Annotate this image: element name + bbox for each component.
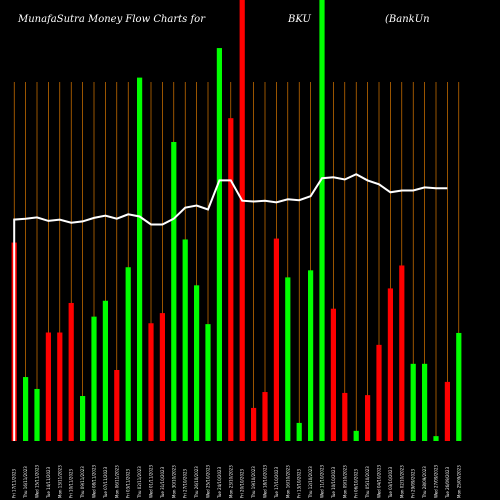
x-tick-label: Mon 23/10/2023 [228, 465, 233, 498]
bar [433, 436, 439, 441]
x-tick-label: Wed 25/10/2023 [206, 464, 211, 498]
bar [194, 285, 200, 441]
chart-company: (BankUn [385, 14, 430, 25]
x-tick-label: Thu 09/11/2023 [80, 466, 85, 499]
x-tick-label: Thu 26/10/2023 [194, 466, 199, 499]
x-tick-label: Thu 28/09/2023 [422, 466, 427, 499]
bar [330, 308, 336, 441]
x-tick-label: Wed 18/10/2023 [263, 464, 268, 498]
bar [444, 381, 450, 441]
x-tick-label: Mon 09/10/2023 [342, 465, 347, 498]
x-tick-label: Fri 29/09/2023 [411, 468, 416, 498]
bar [216, 48, 222, 441]
line-series [13, 173, 448, 441]
x-tick-label: Fri 20/10/2023 [240, 468, 245, 498]
x-tick-label: Fri 10/11/2023 [69, 468, 74, 498]
bar [228, 118, 234, 442]
money-flow-line [13, 173, 448, 441]
x-tick-label: Thu 12/10/2023 [308, 466, 313, 499]
x-axis-ticks: Fri 17/11/2023 Thu 16/11/2023 Wed 15/11/20… [12, 464, 462, 499]
bar [410, 363, 416, 441]
bar [45, 332, 51, 441]
bar [102, 300, 108, 441]
x-tick-label: Wed 01/11/2023 [149, 464, 154, 498]
bar [342, 392, 348, 441]
bar [319, 0, 325, 441]
bar [251, 407, 257, 441]
bar [365, 395, 371, 441]
bar [285, 277, 291, 441]
x-tick-label: Wed 27/09/2023 [434, 464, 439, 498]
x-tick-label: Fri 27/10/2023 [183, 468, 188, 498]
x-tick-label: Tue 31/10/2023 [160, 466, 165, 499]
x-tick-label: Mon 06/11/2023 [114, 465, 119, 498]
x-tick-label: Fri 06/10/2023 [354, 468, 359, 498]
bar [262, 392, 268, 441]
bar [125, 267, 131, 441]
bar [387, 288, 393, 441]
x-tick-label: Tue 03/10/2023 [388, 466, 393, 499]
bar [308, 270, 314, 441]
x-tick-label: Mon 25/09/2023 [456, 465, 461, 498]
bar [296, 422, 302, 441]
bar [57, 332, 63, 441]
bar [353, 430, 359, 441]
bar [456, 332, 462, 441]
chart-title: MunafaSutra Money Flow Charts for [18, 14, 205, 25]
bar [23, 377, 29, 441]
x-tick-label: Fri 17/11/2023 [12, 468, 17, 498]
x-tick-label: Thu 16/11/2023 [23, 466, 28, 499]
bar [34, 388, 40, 441]
bar [91, 316, 97, 441]
x-tick-label: Fri 03/11/2023 [126, 468, 131, 498]
x-tick-label: Mon 16/10/2023 [285, 465, 290, 498]
bar-series [11, 0, 462, 442]
x-tick-label: Thu 05/10/2023 [365, 466, 370, 499]
bar [182, 239, 188, 441]
bar [114, 369, 120, 441]
bar [137, 77, 143, 441]
bar [399, 265, 405, 441]
x-tick-label: Wed 15/11/2023 [35, 464, 40, 498]
x-tick-label: Tue 10/10/2023 [331, 466, 336, 499]
bar [171, 142, 177, 441]
bar [205, 324, 211, 441]
x-tick-label: Tue 17/10/2023 [274, 466, 279, 499]
bar [239, 0, 245, 441]
bar [422, 363, 428, 441]
x-tick-label: Mon 02/10/2023 [399, 465, 404, 498]
x-tick-label: Tue 24/10/2023 [217, 466, 222, 499]
x-tick-label: Thu 19/10/2023 [251, 466, 256, 499]
x-tick-label: Wed 04/10/2023 [377, 464, 382, 498]
x-tick-label: Wed 11/10/2023 [320, 464, 325, 498]
x-tick-label: Thu 02/11/2023 [137, 466, 142, 499]
bar [273, 238, 279, 441]
bar [376, 344, 382, 441]
x-tick-label: Wed 08/11/2023 [92, 464, 97, 498]
bar [68, 302, 74, 441]
x-tick-label: Tue 07/11/2023 [103, 466, 108, 499]
x-tick-label: Mon 30/10/2023 [171, 465, 176, 498]
x-tick-label: Fri 13/10/2023 [297, 468, 302, 498]
bar [148, 323, 154, 441]
x-tick-label: Tue 26/09/2023 [445, 466, 450, 499]
x-tick-label: Mon 13/11/2023 [57, 465, 62, 498]
bar [80, 396, 86, 441]
chart-symbol: BKU [288, 14, 311, 25]
x-tick-label: Tue 14/11/2023 [46, 466, 51, 499]
bar [159, 313, 165, 441]
